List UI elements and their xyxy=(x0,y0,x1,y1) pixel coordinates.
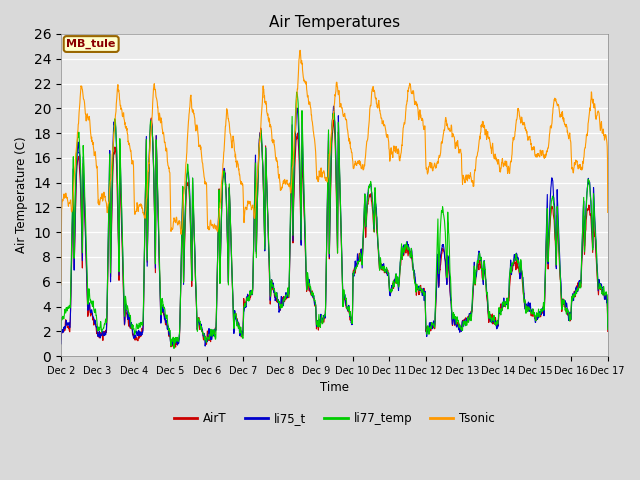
li75_t xyxy=(323,209,331,215)
li77_temp xyxy=(604,326,612,332)
li77_temp xyxy=(293,89,301,95)
li77_temp xyxy=(589,235,596,240)
Line: Tsonic: Tsonic xyxy=(61,50,608,285)
Title: Air Temperatures: Air Temperatures xyxy=(269,15,400,30)
li75_t xyxy=(309,292,317,298)
li77_temp xyxy=(85,286,93,291)
AirT xyxy=(172,344,179,350)
Line: li77_temp: li77_temp xyxy=(61,92,608,348)
li77_temp xyxy=(57,327,65,333)
li75_t xyxy=(588,230,596,236)
li75_t xyxy=(202,343,209,349)
Tsonic xyxy=(309,122,317,128)
Text: MB_tule: MB_tule xyxy=(67,39,116,49)
li77_temp xyxy=(488,316,496,322)
li77_temp xyxy=(588,225,596,231)
Tsonic xyxy=(323,179,331,185)
Line: AirT: AirT xyxy=(61,118,608,347)
Tsonic xyxy=(85,115,93,120)
Tsonic xyxy=(488,145,495,151)
li77_temp xyxy=(324,196,332,202)
li75_t xyxy=(85,302,93,308)
AirT xyxy=(588,238,596,244)
Tsonic xyxy=(604,210,612,216)
Legend: AirT, li75_t, li77_temp, Tsonic: AirT, li75_t, li77_temp, Tsonic xyxy=(169,407,500,430)
AirT xyxy=(57,337,65,343)
AirT xyxy=(324,204,332,209)
AirT xyxy=(85,302,93,308)
li75_t xyxy=(57,341,65,347)
li75_t xyxy=(589,239,596,244)
AirT xyxy=(589,245,596,251)
li75_t xyxy=(330,103,337,109)
Y-axis label: Air Temperature (C): Air Temperature (C) xyxy=(15,137,28,253)
AirT xyxy=(488,313,496,319)
AirT xyxy=(604,328,612,334)
Tsonic xyxy=(588,96,596,102)
Tsonic xyxy=(588,96,596,102)
Line: li75_t: li75_t xyxy=(61,106,608,346)
Tsonic xyxy=(57,282,65,288)
AirT xyxy=(309,293,317,299)
li75_t xyxy=(604,324,612,330)
AirT xyxy=(147,115,155,121)
Tsonic xyxy=(296,48,304,53)
li77_temp xyxy=(309,292,317,298)
li77_temp xyxy=(170,346,178,351)
X-axis label: Time: Time xyxy=(320,382,349,395)
li75_t xyxy=(488,316,496,322)
